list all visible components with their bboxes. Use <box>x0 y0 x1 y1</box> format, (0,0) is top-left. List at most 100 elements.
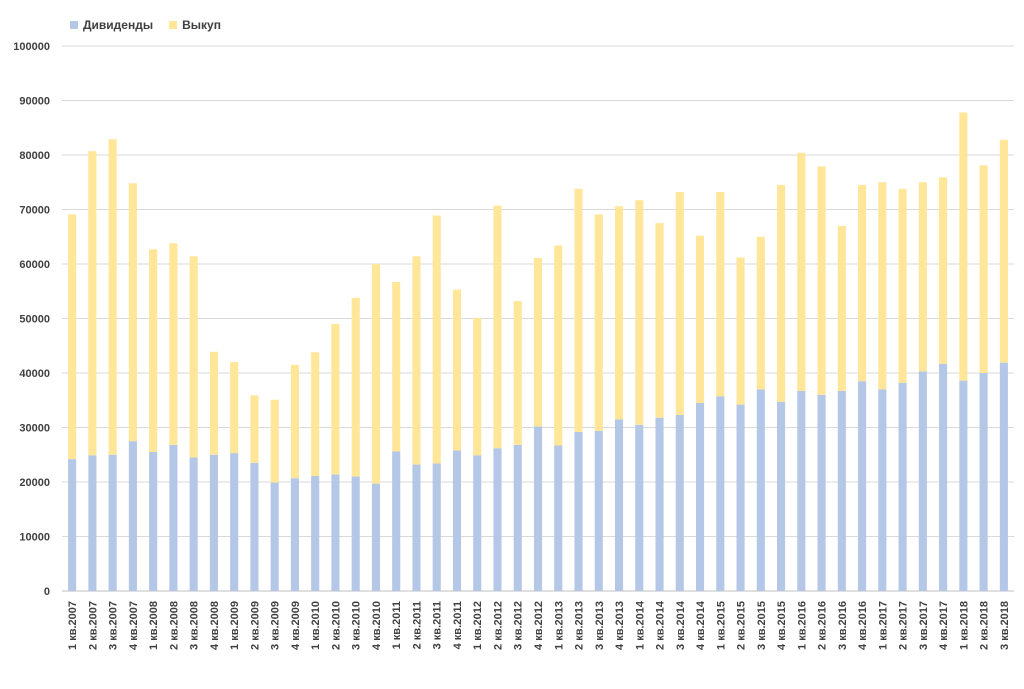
x-tick-label: 3 кв.2013 <box>594 601 606 650</box>
legend-swatch-buyback <box>169 21 178 29</box>
y-tick-label: 20000 <box>19 477 50 489</box>
x-tick-label: 4 кв.2010 <box>371 601 383 650</box>
x-tick-label: 4 кв.2011 <box>452 601 464 649</box>
bar-segment-buyback <box>189 256 198 458</box>
bar-segment-dividends <box>837 390 846 591</box>
bar-segment-buyback <box>554 245 563 446</box>
bar-segment-dividends <box>169 444 178 591</box>
x-tick-label: 3 кв.2007 <box>108 601 120 650</box>
bar-segment-dividends <box>371 483 381 591</box>
bar-segment-buyback <box>716 192 725 397</box>
x-tick-label: 2 кв.2009 <box>249 601 261 650</box>
bar-segment-dividends <box>68 459 77 591</box>
x-tick-label: 1 кв.2011 <box>391 601 403 649</box>
bar-segment-buyback <box>351 297 360 477</box>
x-tick-label: 2 кв.2015 <box>736 601 748 650</box>
bar-segment-dividends <box>695 402 705 591</box>
x-tick-label: 4 кв.2015 <box>776 601 788 650</box>
x-tick-label: 3 кв.2018 <box>999 601 1011 650</box>
bar-segment-buyback <box>756 236 765 390</box>
x-tick-label: 1 кв.2013 <box>553 601 565 650</box>
bar-segment-buyback <box>837 225 846 391</box>
y-tick-label: 100000 <box>13 41 50 53</box>
x-tick-label: 3 кв.2017 <box>918 601 930 650</box>
bar-segment-dividends <box>736 404 745 591</box>
bar-segment-dividends <box>432 463 441 591</box>
x-tick-label: 1 кв.2018 <box>958 601 970 650</box>
bar-segment-dividends <box>716 396 725 591</box>
bar-segment-buyback <box>797 152 806 391</box>
bar-segment-dividends <box>756 389 765 591</box>
x-tick-label: 2 кв.2010 <box>330 601 342 650</box>
x-tick-label: 3 кв.2009 <box>270 601 282 650</box>
bar-segment-buyback <box>736 257 745 405</box>
bar-segment-dividends <box>533 426 543 591</box>
x-tick-label: 4 кв.2012 <box>533 601 545 650</box>
bar-segment-buyback <box>250 395 259 463</box>
bar-segment-dividends <box>128 441 137 591</box>
bar-segment-buyback <box>614 206 624 420</box>
x-tick-label: 2 кв.2008 <box>168 601 180 650</box>
bar-segment-buyback <box>392 281 401 452</box>
bar-segment-dividends <box>939 363 948 591</box>
bar-segment-dividends <box>918 371 927 591</box>
bar-segment-buyback <box>533 258 543 427</box>
bar-segment-buyback <box>128 183 137 442</box>
y-tick-label: 90000 <box>19 96 50 108</box>
x-tick-label: 4 кв.2007 <box>128 601 140 650</box>
x-tick-label: 4 кв.2016 <box>857 601 869 650</box>
bar-segment-buyback <box>695 235 705 403</box>
x-tick-label: 2 кв.2017 <box>898 601 910 650</box>
bar-segment-buyback <box>817 166 826 395</box>
x-tick-label: 1 кв.2012 <box>472 601 484 650</box>
bar-segment-buyback <box>959 112 968 381</box>
x-tick-label: 3 кв.2010 <box>351 601 363 650</box>
bar-segment-buyback <box>675 192 684 415</box>
legend: Дивиденды Выкуп <box>70 18 221 32</box>
x-tick-label: 4 кв.2013 <box>614 601 626 650</box>
bar-segment-dividends <box>574 431 583 591</box>
bars <box>68 112 1008 591</box>
bar-segment-buyback <box>270 399 279 483</box>
bar-segment-buyback <box>88 151 97 456</box>
y-tick-label: 10000 <box>19 532 50 544</box>
bar-segment-buyback <box>371 264 381 484</box>
bar-segment-dividends <box>209 454 218 591</box>
x-tick-label: 1 кв.2016 <box>796 601 808 650</box>
bar-segment-buyback <box>898 188 907 383</box>
bar-segment-dividends <box>777 401 786 591</box>
bar-segment-dividends <box>88 455 97 591</box>
bar-segment-buyback <box>493 205 502 449</box>
legend-swatch-dividends <box>70 21 78 29</box>
bar-segment-dividends <box>230 453 239 591</box>
legend-label-buyback: Выкуп <box>182 18 221 32</box>
bar-segment-buyback <box>311 352 320 477</box>
bar-segment-buyback <box>290 364 299 479</box>
bar-segment-dividends <box>149 452 158 591</box>
x-tick-label: 1 кв.2010 <box>310 601 322 650</box>
bar-segment-dividends <box>898 382 907 591</box>
x-tick-label: 3 кв.2012 <box>513 601 525 650</box>
bar-segment-dividends <box>614 419 624 591</box>
y-tick-label: 70000 <box>19 205 50 217</box>
x-tick-label: 2 кв.2013 <box>574 601 586 650</box>
bar-segment-dividends <box>351 476 360 591</box>
bar-segment-dividends <box>311 476 320 591</box>
bar-segment-dividends <box>675 414 684 591</box>
bar-segment-buyback <box>999 139 1008 363</box>
x-tick-label: 2 кв.2016 <box>817 601 829 650</box>
bar-segment-buyback <box>209 351 218 455</box>
x-tick-label: 2 кв.2014 <box>655 600 667 650</box>
bar-segment-buyback <box>878 182 887 390</box>
x-tick-label: 4 кв.2008 <box>209 601 221 650</box>
bar-segment-dividends <box>493 448 502 591</box>
bar-segment-buyback <box>979 165 988 373</box>
bar-segment-dividends <box>999 362 1008 591</box>
bar-segment-buyback <box>635 200 644 425</box>
bar-segment-dividends <box>655 417 664 591</box>
bar-segment-dividends <box>108 454 117 591</box>
x-tick-label: 2 кв.2012 <box>492 601 504 650</box>
bar-segment-dividends <box>452 450 462 591</box>
bar-segment-buyback <box>108 139 117 455</box>
